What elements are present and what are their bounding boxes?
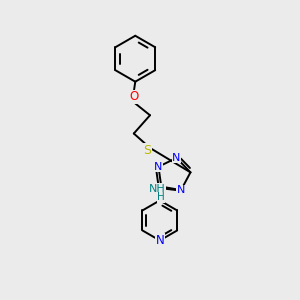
Text: H: H [157, 192, 165, 203]
Text: N: N [172, 153, 181, 163]
Text: S: S [143, 144, 151, 157]
Text: O: O [129, 91, 138, 103]
Text: N: N [155, 234, 164, 247]
Text: NH: NH [148, 184, 165, 194]
Text: N: N [177, 185, 185, 195]
Text: N: N [154, 162, 163, 172]
